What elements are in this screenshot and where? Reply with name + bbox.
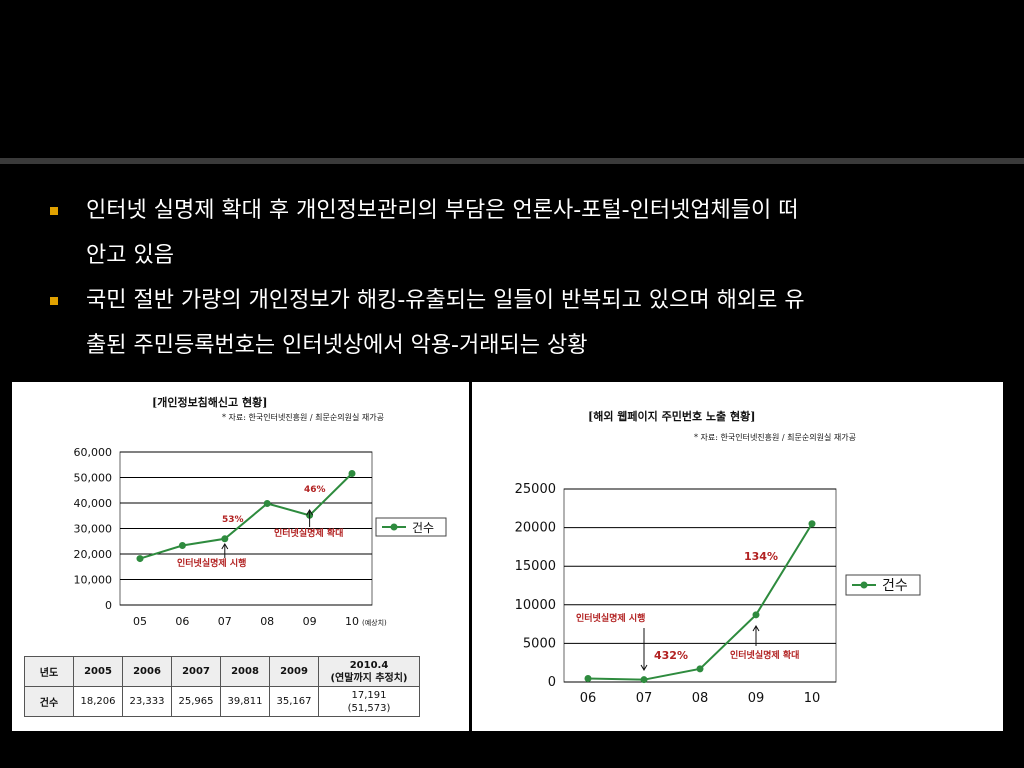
chart-title: [개인정보침해신고 현황] xyxy=(152,396,268,409)
table-cell: 2009 xyxy=(269,656,319,687)
table-cell: 2010.4 (연말까지 추정치) xyxy=(318,656,420,687)
data-point xyxy=(178,542,186,550)
data-point xyxy=(584,675,592,683)
annotation-arrowhead xyxy=(306,509,314,516)
x-tick-label: 09 xyxy=(748,691,765,706)
x-tick-label: 08 xyxy=(260,615,274,628)
bullet-marker xyxy=(50,297,58,305)
annotation-label: 인터넷실명제 확대 xyxy=(274,527,343,539)
data-point xyxy=(752,611,760,619)
table-row: 건수 18,206 23,333 25,965 39,811 35,167 17… xyxy=(24,686,420,717)
y-tick-label: 50,000 xyxy=(74,472,113,485)
bullet-text-line: 출된 주민등록번호는 인터넷상에서 악용-거래되는 상황 xyxy=(86,333,588,358)
annotation-arrowhead xyxy=(752,625,760,632)
annotation-label: 46% xyxy=(304,485,326,495)
chart-title: [해외 웹페이지 주민번호 노출 현황] xyxy=(588,410,756,423)
y-tick-label: 10,000 xyxy=(74,574,113,587)
data-table: 년도 2005 2006 2007 2008 2009 2010.4 (연말까지… xyxy=(24,656,420,717)
table-cell: 2006 xyxy=(122,656,172,687)
y-tick-label: 10000 xyxy=(515,598,556,613)
chart-source: * 자료: 한국인터넷진흥원 / 최문순의원실 재가공 xyxy=(222,413,384,422)
table-cell: 건수 xyxy=(24,686,74,717)
legend-label: 건수 xyxy=(882,578,908,594)
y-tick-label: 25000 xyxy=(515,482,556,497)
x-tick-label: 10 xyxy=(345,615,359,628)
data-point xyxy=(263,499,271,507)
legend-swatch-point xyxy=(860,581,868,589)
x-tick-label: 09 xyxy=(303,615,317,628)
line-chart-privacy-reports: 0 10,000 20,000 30,000 40,000 50,000 60,000 05 0… xyxy=(74,446,447,628)
legend-box xyxy=(845,574,921,596)
x-tick-label: 07 xyxy=(218,615,232,628)
y-tick-label: 20000 xyxy=(515,521,556,536)
x-tick-label: 06 xyxy=(580,691,597,706)
legend-swatch-point xyxy=(390,523,398,531)
table-cell: 2005 xyxy=(73,656,123,687)
legend-box xyxy=(375,517,447,537)
y-tick-label: 60,000 xyxy=(74,446,113,459)
title-divider xyxy=(0,158,1024,164)
series-line xyxy=(139,472,353,560)
bullet-text-line: 국민 절반 가량의 개인정보가 해킹-유출되는 일들이 반복되고 있으며 해외로… xyxy=(86,288,805,313)
table-cell: 2008 xyxy=(220,656,270,687)
table-header-row: 년도 2005 2006 2007 2008 2009 2010.4 (연말까지… xyxy=(24,656,420,687)
data-point xyxy=(348,469,356,477)
x-tick-label: 08 xyxy=(692,691,709,706)
x-tick-label: 07 xyxy=(636,691,653,706)
table-cell: 39,811 xyxy=(220,686,270,717)
data-point xyxy=(808,520,816,528)
annotation-label: 53% xyxy=(222,515,244,525)
y-tick-label: 0 xyxy=(548,675,556,690)
table-cell: 25,965 xyxy=(171,686,221,717)
title-bar xyxy=(0,0,1024,158)
annotation-arrowhead xyxy=(640,664,648,671)
bullet-list: 인터넷 실명제 확대 후 개인정보관리의 부담은 언론사-포털-인터넷업체들이 … xyxy=(48,188,988,368)
table-cell: 17,191 (51,573) xyxy=(318,686,420,717)
line-chart-overseas-exposure: 0 5000 10000 15000 20000 25000 06 07 08 09 10 건수 432… xyxy=(515,482,921,706)
x-tick-label: 06 xyxy=(175,615,189,628)
legend-label: 건수 xyxy=(412,521,434,535)
y-tick-label: 40,000 xyxy=(74,497,113,510)
chart-panel-privacy-reports: [개인정보침해신고 현황] * 자료: 한국인터넷진흥원 / 최문순의원실 재가… xyxy=(12,382,469,731)
table-cell: 23,333 xyxy=(122,686,172,717)
data-point xyxy=(640,676,648,684)
chart-panel-overseas-exposure: [해외 웹페이지 주민번호 노출 현황] * 자료: 한국인터넷진흥원 / 최문… xyxy=(472,382,1003,731)
bullet-marker xyxy=(50,207,58,215)
bullet-item: 국민 절반 가량의 개인정보가 해킹-유출되는 일들이 반복되고 있으며 해외로… xyxy=(48,278,988,368)
data-point xyxy=(696,665,704,673)
table-cell: 2007 xyxy=(171,656,221,687)
chart-source: * 자료: 한국인터넷진흥원 / 최문순의원실 재가공 xyxy=(694,433,856,442)
annotation-label: 인터넷실명제 확대 xyxy=(730,649,799,661)
y-tick-label: 0 xyxy=(105,599,112,612)
annotation-arrowhead xyxy=(221,543,229,550)
bullet-item: 인터넷 실명제 확대 후 개인정보관리의 부담은 언론사-포털-인터넷업체들이 … xyxy=(48,188,988,278)
data-point xyxy=(221,535,229,543)
table-cell: 35,167 xyxy=(269,686,319,717)
y-tick-label: 20,000 xyxy=(74,548,113,561)
x-tick-label: 05 xyxy=(133,615,147,628)
table-cell: 18,206 xyxy=(73,686,123,717)
table-cell: 년도 xyxy=(24,656,74,687)
bullet-text-line: 인터넷 실명제 확대 후 개인정보관리의 부담은 언론사-포털-인터넷업체들이 … xyxy=(86,198,799,223)
bullet-text-line: 안고 있음 xyxy=(86,243,174,268)
y-tick-label: 30,000 xyxy=(74,523,113,536)
annotation-label: 432% xyxy=(654,649,688,662)
annotation-label: 인터넷실명제 시행 xyxy=(576,612,645,624)
y-tick-label: 15000 xyxy=(515,559,556,574)
x-tick-suffix: (예상치) xyxy=(362,618,387,627)
data-point xyxy=(136,555,144,563)
y-tick-label: 5000 xyxy=(523,636,556,651)
x-tick-label: 10 xyxy=(804,691,821,706)
annotation-label: 134% xyxy=(744,550,778,563)
annotation-label: 인터넷실명제 시행 xyxy=(177,557,246,569)
